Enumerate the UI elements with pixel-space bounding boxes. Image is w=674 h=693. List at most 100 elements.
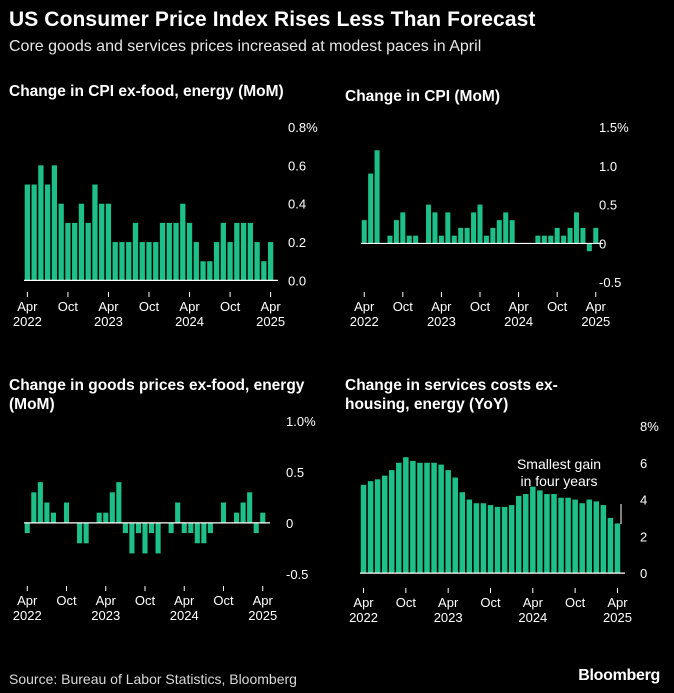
bar [445,212,451,244]
bar [247,492,253,523]
x-tick-label: Oct [396,595,417,610]
bar [45,184,51,281]
bar [515,495,522,574]
y-tick-label: 0.0 [288,273,306,288]
y-tick-label: 1.5% [599,120,629,135]
bar [451,235,457,244]
bar [234,222,240,281]
y-tick-label: 0 [640,566,647,581]
bar [393,220,399,244]
bar [77,522,83,544]
bar [132,222,139,281]
y-tick-label: 0 [599,236,606,251]
bar [227,242,233,281]
bar [186,222,193,281]
bar [112,242,118,281]
bar [445,470,451,574]
x-tick-label: Oct [58,299,79,314]
bar [168,522,174,534]
bar [508,505,515,574]
bar [99,203,105,281]
panel-services: Change in services costs ex-housing, ene… [337,374,674,634]
bar [580,227,586,244]
bar [477,204,483,244]
x-tick-label: Apr [179,299,200,314]
bar [523,494,529,574]
bar [551,494,557,574]
bar [367,481,374,574]
panel-title-headline-cpi: Change in CPI (MoM) [345,88,500,105]
bar [135,522,142,534]
bar [63,502,70,523]
bar [406,235,412,244]
bar [593,227,599,244]
bar [173,222,179,281]
panel-title-core-goods: Change in goods prices ex-food, energy (… [9,377,305,413]
bar [200,261,206,281]
x-tick-year-label: 2023 [434,610,463,625]
y-tick-label: -0.5 [599,275,621,290]
bar [579,503,585,574]
bar [44,502,50,523]
bar [541,235,547,244]
bar [535,235,541,244]
x-tick-label: Oct [56,593,77,608]
bar [153,242,159,281]
bar [220,502,227,523]
x-tick-label: Oct [393,299,414,314]
bar [240,502,246,523]
y-tick-label: 8% [640,419,659,434]
bar [490,227,496,244]
source-note: Source: Bureau of Labor Statistics, Bloo… [9,671,297,687]
x-tick-year-label: 2023 [91,608,120,623]
x-tick-year-label: 2025 [581,314,610,329]
x-tick-label: Apr [253,593,274,608]
bar [51,165,58,281]
x-tick-label: Apr [98,299,119,314]
x-tick-year-label: 2024 [518,610,547,625]
x-tick-label: Apr [17,299,38,314]
chart-title: US Consumer Price Index Rises Less Than … [9,8,536,31]
x-tick-year-label: 2024 [504,314,533,329]
y-tick-label: 0 [286,516,293,531]
bar [374,150,380,244]
bar [103,512,109,523]
bar [78,203,85,281]
x-tick-label: Oct [480,595,501,610]
panel-title-services: Change in services costs ex-housing, ene… [345,377,558,413]
bar [267,242,274,281]
panel-headline-cpi: Change in CPI (MoM) 1.5% 1.0 0.5 0 -0.5 Apr 20… [337,80,674,340]
bar [586,499,593,574]
bar [426,204,432,244]
bar [424,462,430,574]
annotation-text: in four years [520,473,597,489]
bar [146,242,152,281]
annotation-text: Smallest gain [517,456,601,472]
bar [413,235,419,244]
x-tick-year-label: 2022 [350,314,379,329]
x-tick-label: Apr [354,299,375,314]
x-tick-label: Oct [139,299,160,314]
bar [166,222,172,281]
bar [260,512,266,523]
panel-core-goods: Change in goods prices ex-food, energy (… [0,374,337,634]
bar [458,227,464,244]
y-tick-label: 1.0 [599,159,617,174]
bar [361,220,367,244]
x-tick-year-label: 2023 [94,314,123,329]
x-tick-label: Apr [438,595,459,610]
x-tick-label: Apr [353,595,374,610]
bar [213,242,220,281]
bar [600,505,607,574]
bar [381,475,388,574]
bar [368,173,374,244]
bar [494,506,501,574]
x-tick-year-label: 2025 [256,314,285,329]
bar [501,506,508,574]
bar [452,477,458,574]
chart-subtitle: Core goods and services prices increased… [9,38,482,55]
bar [129,522,135,554]
bar [471,212,477,244]
bar [483,235,489,244]
